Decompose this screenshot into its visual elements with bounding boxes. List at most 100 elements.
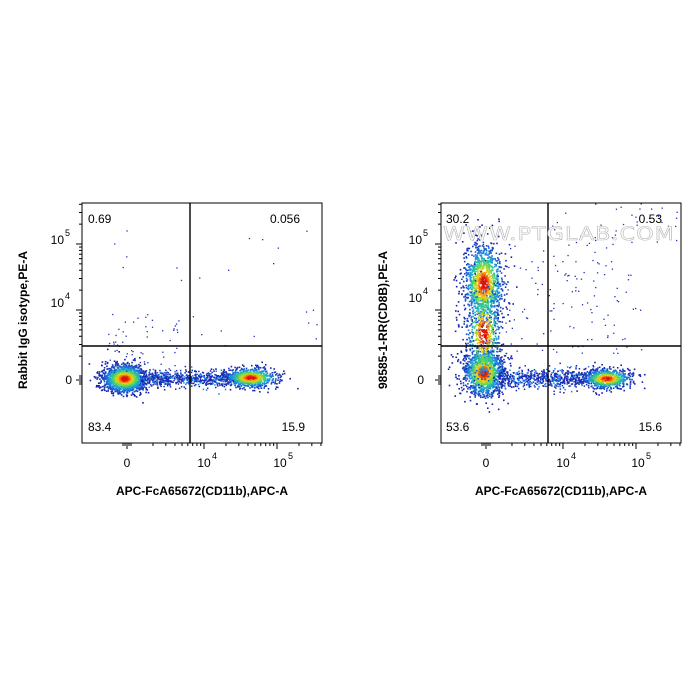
event-dot [475,246,477,249]
event-dot [485,390,488,393]
event-dot [122,341,124,343]
event-dot [131,372,134,375]
event-dot [462,367,464,370]
event-dot [255,386,258,388]
event-dot [107,348,109,351]
event-dot [244,388,246,391]
event-dot [136,366,138,369]
event-dot [487,374,490,376]
event-dot [497,312,499,315]
event-dot [497,372,499,374]
event-dot [482,262,485,265]
event-dot [458,292,460,295]
event-dot [200,381,202,383]
event-dot [205,389,208,391]
event-dot [150,373,153,375]
event-dot [174,378,176,380]
event-dot [131,369,133,371]
event-dot [504,375,506,378]
event-dot [491,362,493,365]
event-dot [500,372,502,375]
event-dot [480,288,482,290]
event-dot [131,373,133,376]
event-dot [464,384,467,387]
event-dot [486,393,489,396]
event-dot [236,378,238,381]
event-dot [477,372,479,375]
event-dot [256,379,258,382]
event-dot [485,387,487,389]
event-dot [496,379,498,381]
event-dot [460,272,462,275]
event-dot [495,362,498,364]
event-dot [484,382,487,384]
event-dot [262,370,265,372]
event-dot [502,316,504,319]
event-dot [464,370,466,373]
event-dot [494,342,497,344]
event-dot [278,382,281,384]
event-dot [479,278,482,280]
event-dot [180,372,182,374]
event-dot [131,380,134,382]
event-dot [262,239,264,241]
event-dot [467,273,470,275]
event-dot [231,379,233,382]
event-dot [108,381,111,384]
event-dot [109,382,112,385]
event-dot [221,376,224,378]
event-dot [111,370,113,373]
event-dot [130,370,133,372]
event-dot [252,385,254,388]
event-dot [485,295,487,297]
event-dot [167,373,169,376]
event-dot [473,294,476,297]
event-dot [486,280,489,283]
event-dot [476,254,478,257]
event-dot [230,381,232,384]
event-dot [481,271,483,273]
event-dot [138,369,141,372]
event-dot [464,307,467,310]
event-dot [179,377,181,379]
event-dot [468,263,470,266]
event-dot [490,353,493,355]
event-dot [104,377,107,379]
event-dot [238,380,240,383]
event-dot [136,383,139,385]
event-dot [492,384,494,387]
event-dot [498,388,501,391]
event-dot [474,359,476,362]
event-dot [246,372,248,375]
event-dot [477,350,480,353]
event-dot [133,371,136,373]
event-dot [472,340,475,342]
plot-1-quadrant-top-left: 0.69 [88,212,112,226]
event-dot [222,373,225,375]
event-dot [181,374,183,376]
event-dot [488,369,491,372]
event-dot [474,367,476,370]
event-dot [143,373,145,376]
event-dot [462,276,464,278]
event-dot [469,283,472,286]
event-dot [115,370,118,373]
event-dot [123,371,125,374]
event-dot [192,316,194,318]
event-dot [244,371,246,373]
event-dot [266,374,269,377]
event-dot [213,370,215,373]
event-dot [474,358,476,361]
event-dot [498,220,500,223]
event-dot [498,390,500,392]
event-dot [237,384,239,387]
event-dot [496,270,499,273]
event-dot [508,320,511,322]
event-dot [181,377,184,380]
event-dot [501,369,503,371]
event-dot [118,390,121,392]
event-dot [469,399,472,402]
event-dot [481,274,483,277]
event-dot [197,378,199,380]
event-dot [102,372,105,374]
